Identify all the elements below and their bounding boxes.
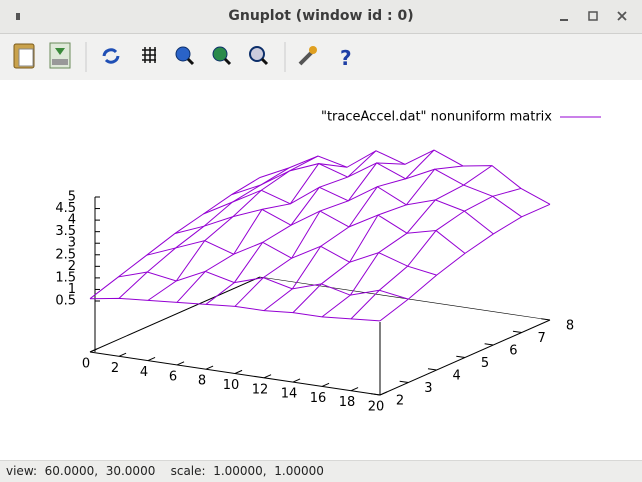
- z-tick-label: 4: [68, 213, 76, 228]
- x-tick-label: 16: [310, 391, 327, 406]
- legend-label: "traceAccel.dat" nonuniform matrix: [321, 110, 552, 125]
- z-tick-label: 3.5: [55, 224, 76, 239]
- zoom-next-button[interactable]: [212, 46, 232, 66]
- z-tick-label: 2: [68, 259, 76, 274]
- status-text: view: 60.0000, 30.0000 scale: 1.00000, 1…: [6, 464, 324, 478]
- x-tick-label: 10: [223, 378, 240, 393]
- surface-column: [292, 165, 464, 313]
- y-tick-label: 2: [396, 394, 404, 409]
- floor-edge: [89, 276, 261, 353]
- surface-column: [147, 155, 319, 301]
- y-tick: [371, 393, 381, 396]
- surface-row: [231, 162, 522, 218]
- print-button[interactable]: [49, 42, 71, 69]
- surface-column: [234, 162, 406, 307]
- svg-text:?: ?: [340, 46, 352, 70]
- x-tick: [292, 378, 301, 383]
- x-tick: [205, 365, 214, 370]
- window-menu[interactable]: [16, 13, 20, 20]
- surface-column: [118, 167, 290, 299]
- grid-button[interactable]: [142, 47, 156, 63]
- title-controls: [16, 11, 627, 21]
- surface-column: [263, 149, 435, 312]
- x-tick-label: 4: [140, 365, 148, 380]
- y-tick-label: 3: [424, 381, 432, 396]
- x-tick: [350, 387, 359, 392]
- x-tick: [234, 369, 243, 374]
- plot-area: 0 2 4 6 8 10 12 14 16 18 20 23456780.511.522.533.54…: [55, 110, 601, 415]
- x-tick: [263, 374, 272, 379]
- z-tick-label: 4.5: [55, 201, 76, 216]
- help-button[interactable]: ?: [340, 46, 352, 70]
- x-tick-label: 6: [169, 369, 177, 384]
- y-tick-label: 6: [509, 344, 517, 359]
- y-tick: [456, 355, 466, 358]
- surface-column: [321, 165, 493, 318]
- z-tick-label: 2.5: [55, 247, 76, 262]
- status-bar: view: 60.0000, 30.0000 scale: 1.00000, 1…: [0, 460, 642, 482]
- close-button[interactable]: [617, 11, 627, 21]
- surface-row: [89, 297, 381, 322]
- y-tick: [541, 318, 551, 321]
- x-tick: [379, 391, 388, 396]
- x-tick-label: 12: [252, 382, 269, 397]
- x-tick-label: 8: [198, 374, 206, 389]
- x-tick-label: 2: [111, 361, 119, 376]
- surface-row: [118, 270, 409, 300]
- z-tick-label: 0.5: [55, 294, 76, 309]
- surface-column: [379, 203, 551, 322]
- x-tick: [89, 348, 98, 353]
- x-tick: [176, 361, 185, 366]
- surface-column: [176, 163, 348, 303]
- toolbar-icons: ?: [13, 42, 352, 72]
- replot-button[interactable]: [102, 48, 120, 64]
- y-tick: [399, 380, 409, 383]
- y-tick-label: 4: [453, 369, 461, 384]
- x-tick-label: 18: [339, 395, 356, 410]
- y-tick-label: 7: [538, 331, 546, 346]
- copy-clipboard-button[interactable]: [13, 43, 35, 69]
- toolbar: ?: [0, 34, 642, 80]
- z-tick-label: 5: [68, 190, 76, 205]
- z-tick-label: 1: [68, 282, 76, 297]
- z-tick-label: 1.5: [55, 270, 76, 285]
- minimize-button[interactable]: [560, 19, 568, 21]
- title-bar: Gnuplot (window id : 0): [0, 0, 642, 34]
- zoom-prev-button[interactable]: [175, 46, 195, 66]
- y-tick-label: 5: [481, 356, 489, 371]
- x-tick-label: 0: [82, 357, 90, 372]
- config-button[interactable]: [298, 46, 317, 66]
- x-tick: [118, 352, 127, 357]
- surface-column: [205, 150, 377, 305]
- surface-column: [89, 177, 261, 300]
- x-tick-label: 14: [281, 387, 298, 402]
- y-tick: [484, 343, 494, 346]
- y-tick: [427, 368, 437, 371]
- maximize-button[interactable]: [588, 11, 598, 21]
- x-tick: [147, 357, 156, 362]
- z-tick-label: 3: [68, 236, 76, 251]
- window-title: Gnuplot (window id : 0): [228, 8, 414, 24]
- surface-column: [350, 187, 522, 320]
- y-tick-label: 8: [566, 319, 574, 334]
- autoscale-button[interactable]: [249, 46, 269, 66]
- x-tick: [321, 382, 330, 387]
- x-tick-label: 20: [368, 400, 385, 415]
- y-tick: [512, 330, 522, 333]
